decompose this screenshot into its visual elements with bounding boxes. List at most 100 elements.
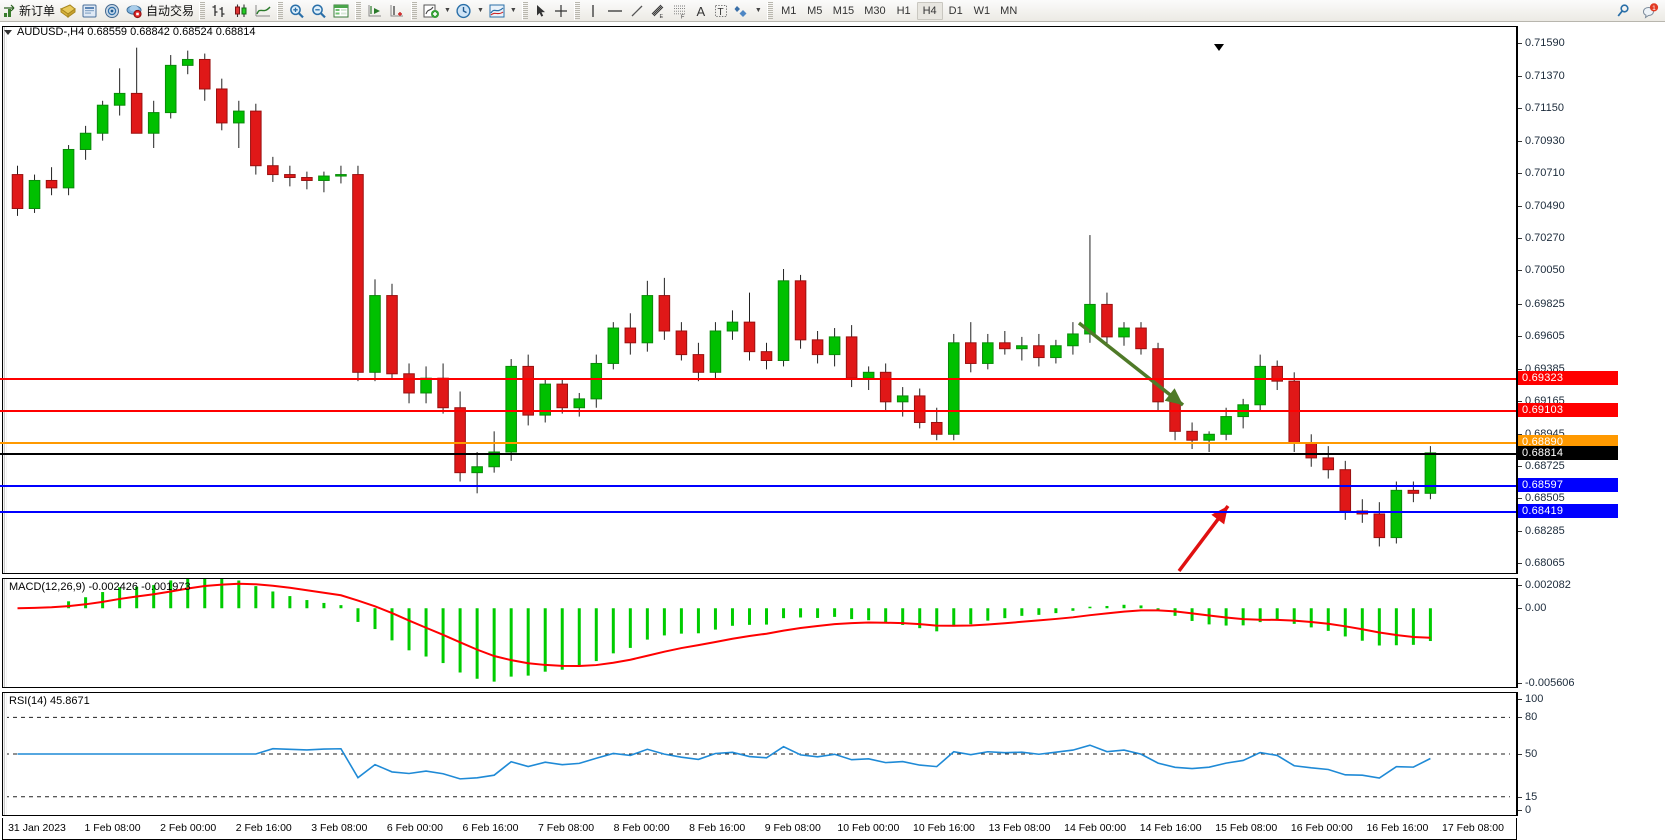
macd-axis[interactable]: 0.002082 0.00 -0.005606	[1517, 578, 1664, 689]
time-tick: 1 Feb 08:00	[84, 822, 141, 834]
zoom-out-button[interactable]	[308, 1, 330, 21]
chevron-down-icon[interactable]: ▼	[476, 7, 484, 14]
label-button[interactable]: T	[711, 1, 731, 21]
time-tick: 8 Feb 16:00	[689, 822, 746, 834]
zoom-out-icon	[312, 3, 326, 18]
timeframe-m15[interactable]: M15	[832, 4, 855, 17]
new-order-button[interactable]: 新订单	[0, 1, 57, 21]
time-tick: 14 Feb 16:00	[1139, 822, 1202, 834]
timeframe-m30[interactable]: M30	[864, 4, 886, 17]
data-window-button[interactable]	[330, 1, 352, 21]
crosshair-vline	[1215, 693, 1216, 815]
rsi-pane[interactable]: RSI(14) 45.8671	[2, 692, 1517, 816]
period-button[interactable]: ▼	[453, 1, 486, 21]
rsi-axis[interactable]: 100 80 50 15 0	[1517, 692, 1664, 816]
level-line-pivot[interactable]	[0, 441, 1516, 444]
price-tag-resistance-1[interactable]: 0.69323	[1518, 370, 1618, 385]
price-tag-resistance-2[interactable]: 0.69103	[1518, 403, 1618, 418]
equidistant-channel-button[interactable]: E	[647, 1, 669, 21]
level-line-support-1[interactable]	[0, 484, 1516, 487]
trendline-button[interactable]	[627, 1, 647, 21]
candlestick-chart-icon	[235, 4, 247, 17]
time-tick: 3 Feb 08:00	[311, 822, 368, 834]
crosshair-button[interactable]	[551, 1, 571, 21]
timeframe-m5[interactable]: M5	[807, 4, 823, 17]
timeframe-w1[interactable]: W1	[973, 4, 991, 17]
search-button[interactable]	[1613, 1, 1633, 21]
price-axis[interactable]: 0.71590 0.71370 0.71150 0.70930 0.70710 0.704…	[1517, 26, 1664, 574]
candlestick-chart-button[interactable]	[230, 1, 252, 21]
chevron-down-icon[interactable]: ▼	[754, 7, 762, 14]
toolbar-right-group: 1	[1613, 1, 1661, 21]
chevron-down-icon[interactable]: ▼	[444, 7, 451, 14]
alert-badge-count: 1	[1652, 5, 1656, 12]
new-order-label: 新订单	[19, 4, 56, 18]
price-pane[interactable]	[2, 26, 1517, 574]
level-line-support-2[interactable]	[0, 511, 1516, 514]
add-indicator-button[interactable]: ▼	[420, 1, 453, 21]
down-arrow[interactable]	[1077, 321, 1185, 407]
price-tick: 0.70270	[1518, 232, 1565, 244]
templates-button[interactable]: ▼	[486, 1, 519, 21]
macd-plot	[17, 579, 1432, 682]
price-tag-support-1[interactable]: 0.68597	[1518, 477, 1618, 492]
level-line-last-price[interactable]	[0, 452, 1516, 455]
chevron-down-icon[interactable]: ▼	[509, 7, 517, 14]
pane-scrollbar-left[interactable]	[3, 27, 7, 573]
text-button[interactable]: A	[691, 1, 711, 21]
time-tick: 16 Feb 16:00	[1366, 822, 1429, 834]
toolbar-separator	[355, 1, 362, 20]
time-axis[interactable]: 31 Jan 2023 1 Feb 08:00 2 Feb 00:00 2 Feb 1…	[2, 818, 1517, 840]
news-button[interactable]	[79, 1, 101, 21]
auto-scroll-button[interactable]	[386, 1, 408, 21]
price-tick: 0.68505	[1518, 492, 1565, 504]
timeframe-d1[interactable]: D1	[948, 4, 963, 17]
alerts-button[interactable]: 1	[1639, 1, 1661, 21]
svg-text:A: A	[696, 4, 705, 19]
timeframe-m1[interactable]: M1	[781, 4, 797, 17]
price-tag-pivot[interactable]: 0.68890	[1518, 434, 1618, 449]
cursor-button[interactable]	[531, 1, 551, 21]
add-indicator-icon	[423, 4, 440, 18]
rsi-tick: 15	[1518, 791, 1537, 803]
auto-trading-button[interactable]: 自动交易	[123, 1, 196, 21]
pane-scrollbar-left[interactable]	[3, 693, 7, 815]
level-line-resistance-1[interactable]	[0, 377, 1516, 380]
price-tag-last-price[interactable]: 0.68814	[1518, 445, 1618, 460]
fibonacci-icon: F	[673, 5, 685, 19]
wallet-button[interactable]	[57, 1, 79, 21]
vline-button[interactable]	[583, 1, 603, 21]
timeframe-h4[interactable]: H4	[916, 1, 943, 20]
shapes-button[interactable]: ▼	[731, 1, 764, 21]
price-tick: 0.68725	[1518, 460, 1565, 472]
signal-icon	[105, 3, 120, 18]
zoom-in-button[interactable]	[286, 1, 308, 21]
hline-button[interactable]	[603, 1, 627, 21]
timeframe-h1[interactable]: H1	[896, 4, 911, 17]
price-tick: 0.71150	[1518, 102, 1564, 114]
bar-chart-button[interactable]	[208, 1, 230, 21]
news-icon	[82, 4, 97, 17]
price-tag-support-2[interactable]: 0.68419	[1518, 504, 1618, 519]
rsi-label: RSI(14) 45.8671	[9, 695, 90, 707]
price-tick: 0.68065	[1518, 557, 1565, 569]
rsi-tick: 80	[1518, 711, 1537, 723]
macd-pane[interactable]: MACD(12,26,9) -0.002426 -0.001973	[2, 578, 1517, 688]
zoom-in-icon	[290, 3, 304, 18]
wallet-icon	[60, 3, 76, 18]
time-tick: 16 Feb 00:00	[1290, 822, 1353, 834]
svg-text:E: E	[659, 14, 663, 19]
fibonacci-button[interactable]: F	[669, 1, 691, 21]
crosshair-icon	[554, 4, 567, 17]
toolbar-separator	[277, 1, 284, 20]
time-tick: 10 Feb 16:00	[912, 822, 975, 834]
line-chart-button[interactable]	[252, 1, 274, 21]
timeframe-mn[interactable]: MN	[1000, 4, 1018, 17]
shift-chart-button[interactable]	[364, 1, 386, 21]
toolbar-separator	[521, 1, 528, 20]
signal-button[interactable]	[101, 1, 123, 21]
level-line-resistance-2[interactable]	[0, 410, 1516, 413]
chart-menu-triangle-icon[interactable]	[4, 29, 12, 35]
up-arrow[interactable]	[1177, 504, 1230, 573]
pane-scrollbar-left[interactable]	[3, 579, 7, 687]
